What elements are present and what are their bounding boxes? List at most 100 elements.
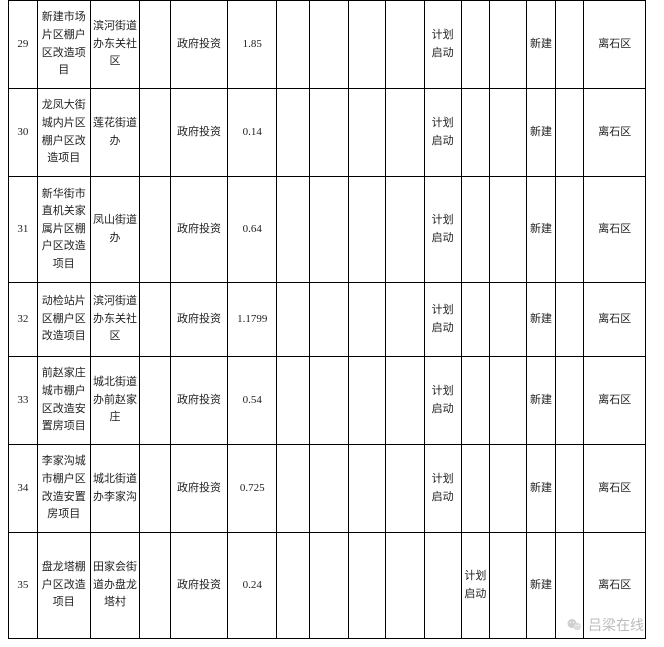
table-cell: 计划启动 — [424, 1, 461, 89]
table-cell: 政府投资 — [170, 445, 227, 533]
table-cell — [348, 533, 385, 639]
table-cell — [461, 283, 490, 357]
table-cell: 32 — [9, 283, 38, 357]
table-cell: 离石区 — [584, 177, 646, 283]
table-cell — [310, 283, 349, 357]
table-cell: 1.1799 — [228, 283, 277, 357]
table-cell — [310, 533, 349, 639]
table-cell: 30 — [9, 89, 38, 177]
table-cell: 滨河街道办东关社区 — [90, 1, 139, 89]
table-cell — [277, 1, 310, 89]
table-cell: 计划启动 — [424, 445, 461, 533]
table-cell: 李家沟城市棚户区改造安置房项目 — [37, 445, 90, 533]
table-cell — [385, 357, 424, 445]
table-cell — [461, 1, 490, 89]
table-cell: 滨河街道办东关社区 — [90, 283, 139, 357]
table-cell: 31 — [9, 177, 38, 283]
table-cell — [277, 177, 310, 283]
table-cell — [348, 89, 385, 177]
table-cell: 政府投资 — [170, 177, 227, 283]
table-cell — [140, 357, 171, 445]
table-cell — [140, 89, 171, 177]
table-row: 33前赵家庄城市棚户区改造安置房项目城北街道办前赵家庄政府投资0.54计划启动新… — [9, 357, 646, 445]
table-cell — [555, 1, 584, 89]
table-cell — [385, 89, 424, 177]
table-cell: 新建 — [527, 445, 556, 533]
table-cell — [555, 177, 584, 283]
table-cell: 离石区 — [584, 445, 646, 533]
table-cell: 35 — [9, 533, 38, 639]
table-cell: 政府投资 — [170, 283, 227, 357]
table-cell: 29 — [9, 1, 38, 89]
table-cell: 动检站片区棚户区改造项目 — [37, 283, 90, 357]
table-cell — [277, 89, 310, 177]
table-row: 30龙凤大街城内片区棚户区改造项目莲花街道办政府投资0.14计划启动新建离石区 — [9, 89, 646, 177]
table-cell — [140, 533, 171, 639]
table-cell: 龙凤大街城内片区棚户区改造项目 — [37, 89, 90, 177]
table-cell: 离石区 — [584, 357, 646, 445]
table-cell: 政府投资 — [170, 1, 227, 89]
table-cell: 计划启动 — [461, 533, 490, 639]
table-cell: 0.24 — [228, 533, 277, 639]
projects-table: 29新建市场片区棚户区改造项目滨河街道办东关社区政府投资1.85计划启动新建离石… — [8, 0, 646, 639]
table-cell: 计划启动 — [424, 177, 461, 283]
table-cell — [348, 445, 385, 533]
table-cell — [277, 283, 310, 357]
watermark: 吕梁在线 — [566, 615, 644, 635]
table-cell — [461, 177, 490, 283]
table-cell: 新建 — [527, 177, 556, 283]
table-cell: 新建市场片区棚户区改造项目 — [37, 1, 90, 89]
table-cell — [348, 283, 385, 357]
table-cell — [490, 1, 527, 89]
table-cell: 离石区 — [584, 89, 646, 177]
table-cell: 新建 — [527, 89, 556, 177]
table-cell — [490, 283, 527, 357]
table-cell — [490, 445, 527, 533]
table-cell — [424, 533, 461, 639]
table-cell — [277, 357, 310, 445]
table-row: 34李家沟城市棚户区改造安置房项目城北街道办李家沟政府投资0.725计划启动新建… — [9, 445, 646, 533]
table-cell — [140, 177, 171, 283]
table-cell: 0.54 — [228, 357, 277, 445]
table-cell — [348, 1, 385, 89]
table-cell — [385, 533, 424, 639]
table-cell: 新建 — [527, 283, 556, 357]
table-cell: 政府投资 — [170, 89, 227, 177]
table-cell: 计划启动 — [424, 89, 461, 177]
table-cell: 0.64 — [228, 177, 277, 283]
table-row: 29新建市场片区棚户区改造项目滨河街道办东关社区政府投资1.85计划启动新建离石… — [9, 1, 646, 89]
table-cell — [348, 177, 385, 283]
table-cell — [310, 445, 349, 533]
table-cell — [140, 283, 171, 357]
table-cell — [555, 283, 584, 357]
table-cell — [277, 533, 310, 639]
table-row: 31新华街市直机关家属片区棚户区改造项目凤山街道办政府投资0.64计划启动新建离… — [9, 177, 646, 283]
table-cell — [310, 89, 349, 177]
wechat-icon — [566, 616, 584, 634]
table-row: 32动检站片区棚户区改造项目滨河街道办东关社区政府投资1.1799 计划启动 新建离… — [9, 283, 646, 357]
table-cell — [555, 89, 584, 177]
table-cell — [310, 357, 349, 445]
table-cell: 34 — [9, 445, 38, 533]
table-cell: 离石区 — [584, 1, 646, 89]
table-cell — [385, 445, 424, 533]
table-cell: 凤山街道办 — [90, 177, 139, 283]
table-cell — [140, 445, 171, 533]
table-cell: 盘龙塔棚户区改造项目 — [37, 533, 90, 639]
table-cell — [385, 283, 424, 357]
table-cell: 新建 — [527, 357, 556, 445]
table-cell: 计划启动 — [424, 283, 461, 357]
table-cell — [385, 177, 424, 283]
table-cell: 莲花街道办 — [90, 89, 139, 177]
table-cell: 城北街道办前赵家庄 — [90, 357, 139, 445]
table-cell: 新建 — [527, 1, 556, 89]
table-cell — [490, 89, 527, 177]
table-cell — [348, 357, 385, 445]
table-cell — [461, 357, 490, 445]
table-cell: 前赵家庄城市棚户区改造安置房项目 — [37, 357, 90, 445]
table-cell — [461, 89, 490, 177]
table-cell: 政府投资 — [170, 357, 227, 445]
table-cell — [555, 445, 584, 533]
table-cell: 城北街道办李家沟 — [90, 445, 139, 533]
table-cell: 离石区 — [584, 283, 646, 357]
